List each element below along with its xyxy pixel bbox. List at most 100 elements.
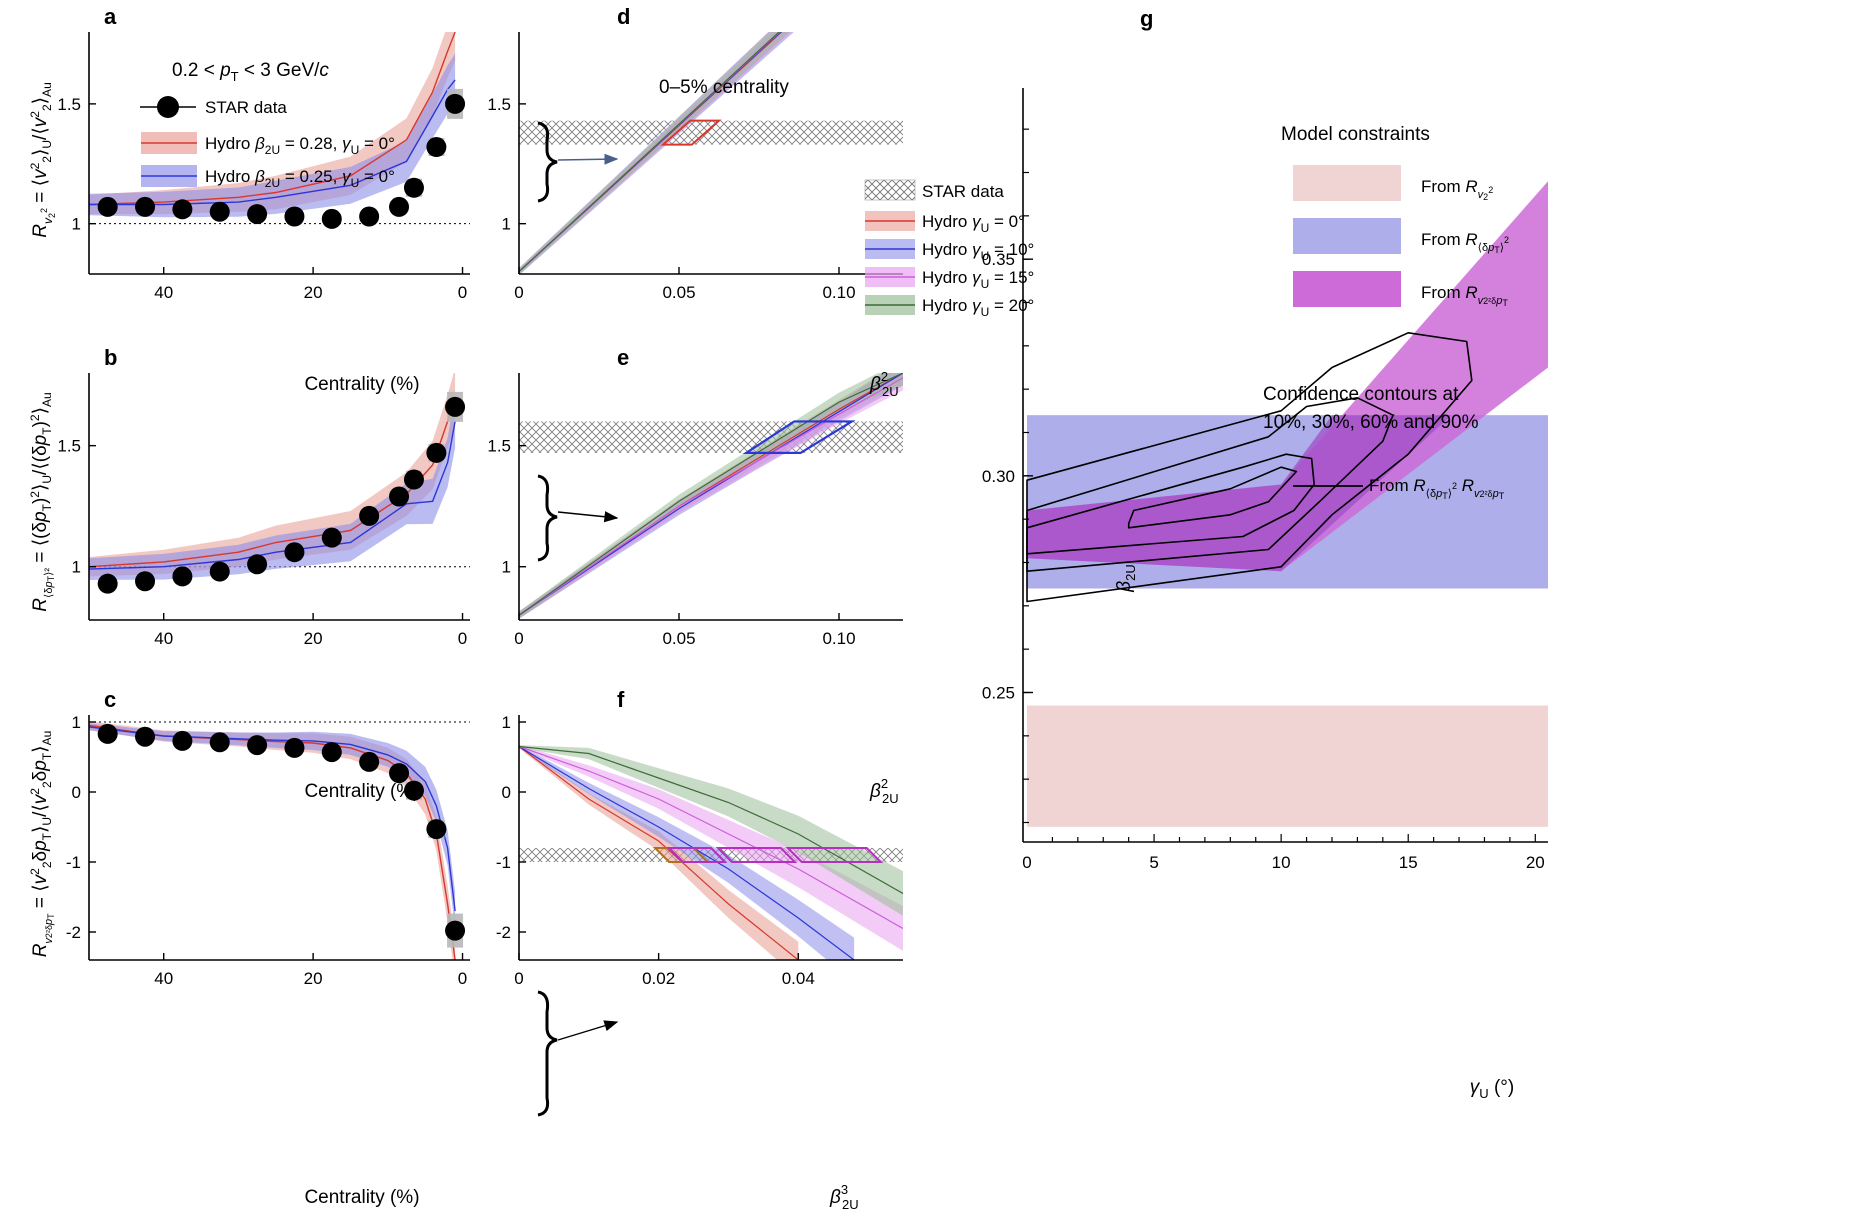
line-red: [89, 32, 456, 206]
x-tick-label: 0.04: [782, 969, 815, 988]
y-tick-label: 1.5: [57, 437, 81, 456]
constraint-parallelogram: [785, 847, 884, 863]
star-point: [97, 573, 118, 594]
x-axis-title-g: γU (°): [1470, 1077, 1514, 1101]
x-tick-label: 5: [1149, 853, 1158, 872]
band-2: [519, 32, 792, 274]
brace-c: [537, 990, 558, 1117]
star-point: [359, 206, 380, 227]
star-point: [445, 93, 466, 114]
axes-g: 0.25 0.30 0.35 0 5 10 15 20: [982, 88, 1548, 872]
confidence-contour: [1127, 466, 1298, 529]
x-tick-label: 20: [1526, 853, 1545, 872]
band-2: [519, 373, 903, 619]
line-0: [519, 746, 799, 960]
band-blue: [89, 723, 456, 930]
legend-g: Model constraints From Rv22 From R⟨δpT⟩2…: [1263, 124, 1509, 501]
star-point: [389, 196, 410, 217]
arrow-c-f: [557, 1020, 619, 1041]
band-blue: [89, 53, 456, 218]
x-tick-label: 0.05: [662, 629, 695, 648]
x-tick-label: 0.02: [642, 969, 675, 988]
legend-d-red-label: Hydro γU = 0°: [922, 212, 1025, 235]
panel-c: -2 -1 0 1 40 20 0: [66, 713, 470, 988]
star-point: [97, 723, 118, 744]
confidence-contour: [1026, 331, 1473, 603]
legend-g-blue-swatch: [1293, 218, 1401, 254]
x-tick-label: 15: [1399, 853, 1418, 872]
panel-letter-d: d: [617, 4, 630, 29]
star-point: [445, 396, 466, 417]
star-point: [172, 566, 193, 587]
x-axis-title-b: Centrality (%): [304, 781, 419, 802]
legend-g-pink-label: From Rv22: [1421, 177, 1493, 202]
x-tick-label: 40: [154, 969, 173, 988]
arrow-a-d: [557, 153, 619, 165]
legend-star-marker: [157, 96, 179, 118]
arrow-b-e: [557, 511, 619, 523]
legend-g-blue-label: From R⟨δpT⟩2: [1421, 230, 1509, 255]
panel-letter-c: c: [104, 687, 116, 712]
legend-d-green-label: Hydro γU = 20°: [922, 296, 1034, 319]
x-axis-title-e: β2 2U: [869, 776, 899, 806]
band-rv2: [1027, 705, 1548, 827]
star-point: [321, 208, 342, 229]
star-point: [247, 204, 268, 225]
legend-d-star-label: STAR data: [922, 182, 1004, 201]
star-point: [247, 554, 268, 575]
x-tick-label: 0: [458, 283, 467, 302]
star-point: [445, 920, 466, 941]
panel-g: 0.25 0.30 0.35 0 5 10 15 20: [982, 88, 1548, 872]
x-tick-label: 20: [304, 969, 323, 988]
panel-letter-a: a: [104, 4, 117, 29]
star-point: [97, 196, 118, 217]
y-tick-label: 1.5: [487, 95, 511, 114]
y-tick-label: 1: [72, 713, 81, 732]
star-point: [209, 732, 230, 753]
y-tick-label: -2: [496, 923, 511, 942]
star-point: [403, 780, 424, 801]
legend-d: STAR data Hydro γU = 0° Hydro γU = 10° H…: [864, 179, 1034, 319]
y-tick-label: -1: [496, 853, 511, 872]
star-point: [426, 137, 447, 158]
star-point: [426, 819, 447, 840]
y-axis-title-g: β2U: [1114, 564, 1138, 592]
legend-d-blue-label: Hydro γU = 10°: [922, 240, 1034, 263]
constraint-parallelogram: [715, 847, 798, 863]
plot-area-a: [89, 32, 470, 229]
y-tick-label: 0.35: [982, 250, 1015, 269]
contour-text-2: 10%, 30%, 60% and 90%: [1263, 412, 1479, 433]
y-tick-label: 1: [502, 215, 511, 234]
legend-d-magenta-label: Hydro γU = 15°: [922, 268, 1034, 291]
star-point: [172, 199, 193, 220]
y-tick-label: 0: [72, 783, 81, 802]
legend-a: STAR data Hydro β2U = 0.28, γU = 0° Hydr…: [140, 96, 395, 190]
panel-d: 1 1.5 0 0.05 0.10: [487, 32, 903, 302]
legend-g-pink-swatch: [1293, 165, 1401, 201]
star-point: [135, 571, 156, 592]
y-axis-title-c: Rv2²δpT = ⟨v22δpT⟩U/⟨v22δpT⟩Au: [28, 731, 56, 958]
star-point: [209, 201, 230, 222]
line-red: [89, 396, 456, 568]
x-tick-label: 0.10: [822, 629, 855, 648]
panel-e: 1 1.5 0 0.05 0.10: [487, 373, 903, 648]
star-point: [389, 486, 410, 507]
star-band: [519, 120, 903, 145]
line-2: [519, 377, 903, 616]
x-tick-label: 0.10: [822, 283, 855, 302]
star-point: [209, 561, 230, 582]
band-3: [519, 373, 903, 619]
pt-range-annotation: 0.2 < pT < 3 GeV/c: [172, 60, 329, 84]
star-point: [135, 196, 156, 217]
constraint-parallelogram: [742, 420, 856, 455]
link-c-f: [537, 990, 619, 1117]
plot-area-d: [519, 32, 903, 274]
x-tick-label: 0.05: [662, 283, 695, 302]
y-axis-title-b: R⟨δpT⟩² = ⟨(δpT)2⟩U/⟨(δpT)2⟩Au: [28, 392, 56, 611]
x-tick-label: 20: [304, 283, 323, 302]
line-2: [519, 745, 903, 930]
panel-letter-f: f: [617, 687, 625, 712]
centrality-annotation: 0–5% centrality: [659, 77, 789, 98]
star-point: [172, 730, 193, 751]
star-point: [389, 763, 410, 784]
